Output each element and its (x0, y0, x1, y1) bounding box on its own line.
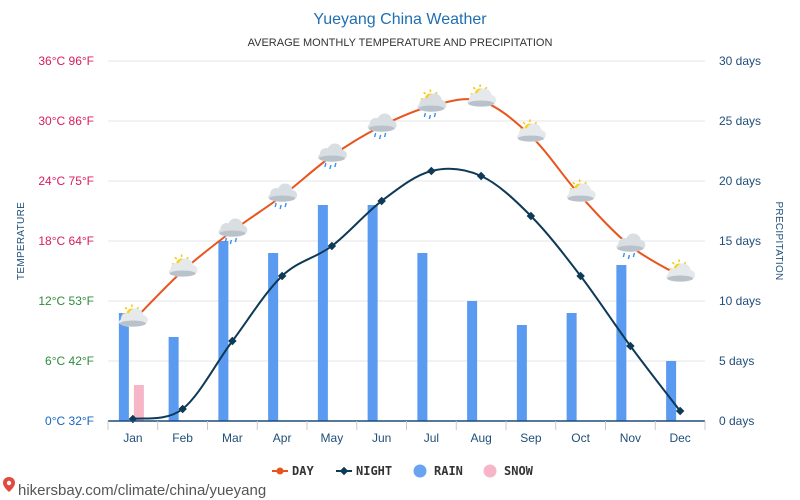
chart-title: Yueyang China Weather (313, 11, 487, 28)
cloud-rain-icon (268, 183, 298, 210)
left-tick-label: 12°C 53°F (38, 294, 94, 308)
sun-cloud-icon (467, 84, 497, 107)
rain-bar (417, 253, 428, 421)
right-tick-label: 25 days (719, 114, 761, 128)
day-temperature-line (132, 98, 681, 322)
sun-cloud-icon (566, 179, 596, 202)
night-point (377, 196, 386, 206)
x-tick-label: Jan (123, 431, 142, 445)
right-axis-title: PRECIPITATION (773, 201, 784, 280)
sun-cloud-icon (168, 254, 198, 277)
legend-item-night[interactable]: NIGHT (336, 464, 392, 478)
location-pin-icon (3, 477, 15, 492)
x-tick-label: Aug (470, 431, 491, 445)
sun-cloud-icon (666, 259, 696, 282)
lines (128, 98, 685, 424)
cloud-rain-icon (616, 233, 646, 260)
right-tick-label: 5 days (719, 354, 754, 368)
cloud-rain-icon (317, 143, 347, 170)
rain-bar (268, 253, 279, 421)
footer[interactable]: hikersbay.com/climate/china/yueyang (3, 477, 266, 499)
night-point (327, 241, 337, 251)
chart-subtitle: AVERAGE MONTHLY TEMPERATURE AND PRECIPIT… (248, 37, 553, 49)
night-point (576, 271, 585, 281)
grid (108, 60, 705, 362)
legend: DAY NIGHT RAIN SNOW (272, 464, 534, 478)
night-point (476, 171, 486, 181)
legend-label: RAIN (434, 464, 463, 478)
legend-item-day[interactable]: DAY (272, 464, 314, 478)
footer-url[interactable]: hikersbay.com/climate/china/yueyang (18, 482, 266, 499)
rain-bar (666, 361, 677, 421)
rain-bar (516, 325, 527, 421)
legend-item-rain[interactable]: RAIN (413, 464, 463, 478)
x-tick-label: Jul (424, 431, 439, 445)
cloud-rain-icon (218, 218, 248, 245)
right-tick-label: 10 days (719, 294, 761, 308)
rain-bar (168, 337, 179, 421)
left-tick-label: 36°C 96°F (38, 54, 94, 68)
cloud-rain-icon (367, 113, 397, 140)
right-tick-label: 20 days (719, 174, 761, 188)
axes: 0°C 32°F 6°C 42°F 12°C 53°F 18°C 64°F 24°C 7… (38, 54, 761, 445)
x-tick-label: Sep (520, 431, 542, 445)
sun-cloud-rain-icon (417, 89, 447, 120)
bars (118, 205, 677, 421)
x-tick-label: May (321, 431, 344, 445)
right-tick-label: 0 days (719, 414, 754, 428)
x-tick-label: Nov (620, 431, 641, 445)
left-axis-title: TEMPERATURE (16, 202, 27, 280)
night-point (427, 166, 436, 176)
left-tick-label: 24°C 75°F (38, 174, 94, 188)
night-point (228, 336, 237, 346)
legend-label: NIGHT (356, 464, 392, 478)
rain-bar (467, 301, 478, 421)
night-point (626, 341, 635, 351)
night-point (277, 271, 287, 281)
legend-label: SNOW (504, 464, 534, 478)
right-tick-label: 30 days (719, 54, 761, 68)
sun-cloud-icon (118, 304, 148, 327)
right-tick-label: 15 days (719, 234, 761, 248)
left-tick-label: 6°C 42°F (45, 354, 94, 368)
left-tick-label: 18°C 64°F (38, 234, 94, 248)
night-point (675, 406, 685, 416)
left-tick-label: 30°C 86°F (38, 114, 94, 128)
x-tick-label: Dec (669, 431, 690, 445)
rain-bar (218, 241, 229, 421)
night-point (178, 404, 187, 414)
x-tick-label: Jun (372, 431, 391, 445)
sun-cloud-icon (516, 119, 546, 142)
weather-icons (118, 84, 696, 327)
left-tick-label: 0°C 32°F (45, 414, 94, 428)
x-tick-label: Oct (571, 431, 590, 445)
snow-bar (133, 385, 144, 421)
rain-bar (118, 313, 129, 421)
x-tick-label: Mar (222, 431, 243, 445)
rain-bar (566, 313, 577, 421)
rain-bar (616, 265, 627, 421)
rain-bar (317, 205, 328, 421)
rain-bar (367, 205, 378, 421)
legend-item-snow[interactable]: SNOW (483, 464, 534, 478)
night-temperature-line (132, 167, 681, 420)
legend-label: DAY (292, 464, 314, 478)
x-tick-label: Feb (172, 431, 193, 445)
x-tick-label: Apr (273, 431, 292, 445)
